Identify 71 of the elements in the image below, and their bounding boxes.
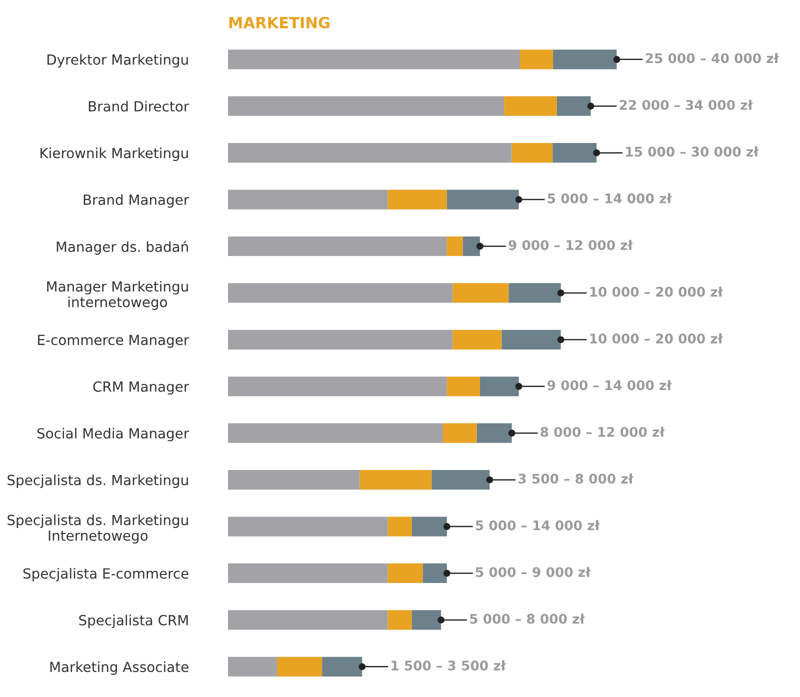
y-tick-label: Social Media Manager (37, 428, 190, 442)
y-tick-label: Manager ds. badań (56, 240, 188, 255)
bar (228, 236, 447, 256)
bar (508, 283, 561, 303)
bar (504, 96, 557, 116)
bar (446, 236, 463, 256)
bar (228, 376, 447, 396)
y-tick-label: Brand Manager (84, 194, 190, 208)
bar (360, 470, 432, 490)
bar (228, 610, 388, 630)
bar (228, 470, 360, 490)
annotation: 9 000 – 14 000 zł (548, 380, 672, 390)
bar (322, 656, 362, 676)
bar (476, 423, 512, 443)
bar (480, 376, 519, 396)
annotation: 22 000 – 34 000 zł (620, 100, 753, 110)
bar (228, 50, 520, 70)
bar (443, 423, 477, 443)
bar (228, 330, 453, 350)
bar (228, 423, 444, 443)
bar (228, 96, 504, 116)
annotation: 5 000 – 9 000 zł (476, 566, 591, 578)
bar (452, 283, 509, 303)
annotation: 9 000 – 12 000 zł (508, 240, 633, 250)
bar (556, 96, 591, 116)
bar (553, 50, 617, 70)
annotation: 5 000 – 8 000 zł (470, 614, 585, 624)
y-tick-label: Kierownik Marketingu (40, 148, 188, 161)
annotation: 3 500 – 8 000 zł (518, 473, 634, 484)
annotation: 5 000 – 14 000 zł (476, 520, 600, 530)
bar (502, 330, 561, 350)
bar (276, 656, 322, 676)
annotation: 10 000 – 20 000 zł (590, 286, 724, 297)
y-tick-label: E-commerce Manager (38, 334, 190, 348)
y-tick-label: Dyrektor Marketingu (47, 54, 188, 68)
annotation: 25 000 – 40 000 zł (646, 53, 779, 64)
bar (412, 610, 442, 630)
y-tick-label: Brand Director (88, 100, 190, 112)
bar (228, 656, 277, 676)
bar (228, 143, 512, 163)
y-tick-label: Manager Marketingu internetowego (47, 280, 188, 310)
bar (388, 190, 447, 210)
bar (552, 143, 597, 163)
bar (422, 563, 447, 584)
bar (228, 283, 453, 303)
y-tick-label: Specjalista E-commerce (23, 568, 188, 582)
bar (432, 470, 490, 490)
bar (228, 190, 388, 210)
bar (462, 236, 480, 256)
bar (228, 516, 388, 536)
y-tick-label: Specjalista ds. Marketingu (8, 474, 188, 488)
chart-title: MARKETING (229, 16, 330, 28)
bar (388, 516, 412, 536)
bar (446, 376, 480, 396)
bar (446, 190, 519, 210)
y-tick-label: Specjalista ds. Marketingu Internetowego (8, 514, 188, 544)
bar (388, 610, 412, 630)
annotation: 5 000 – 14 000 zł (548, 193, 672, 204)
annotation: 1 500 – 3 500 zł (392, 660, 506, 670)
bar (388, 563, 423, 584)
y-tick-label: Marketing Associate (50, 661, 188, 675)
y-tick-label: Specjalista CRM (79, 614, 188, 628)
bar (228, 563, 388, 584)
y-tick-label: CRM Manager (93, 381, 190, 395)
annotation: 10 000 – 20 000 zł (590, 333, 724, 344)
bar (412, 516, 447, 536)
annotation: 15 000 – 30 000 zł (626, 146, 759, 157)
bar (452, 330, 502, 350)
bar (512, 143, 553, 163)
bar (520, 50, 554, 70)
annotation: 8 000 – 12 000 zł (540, 426, 665, 437)
